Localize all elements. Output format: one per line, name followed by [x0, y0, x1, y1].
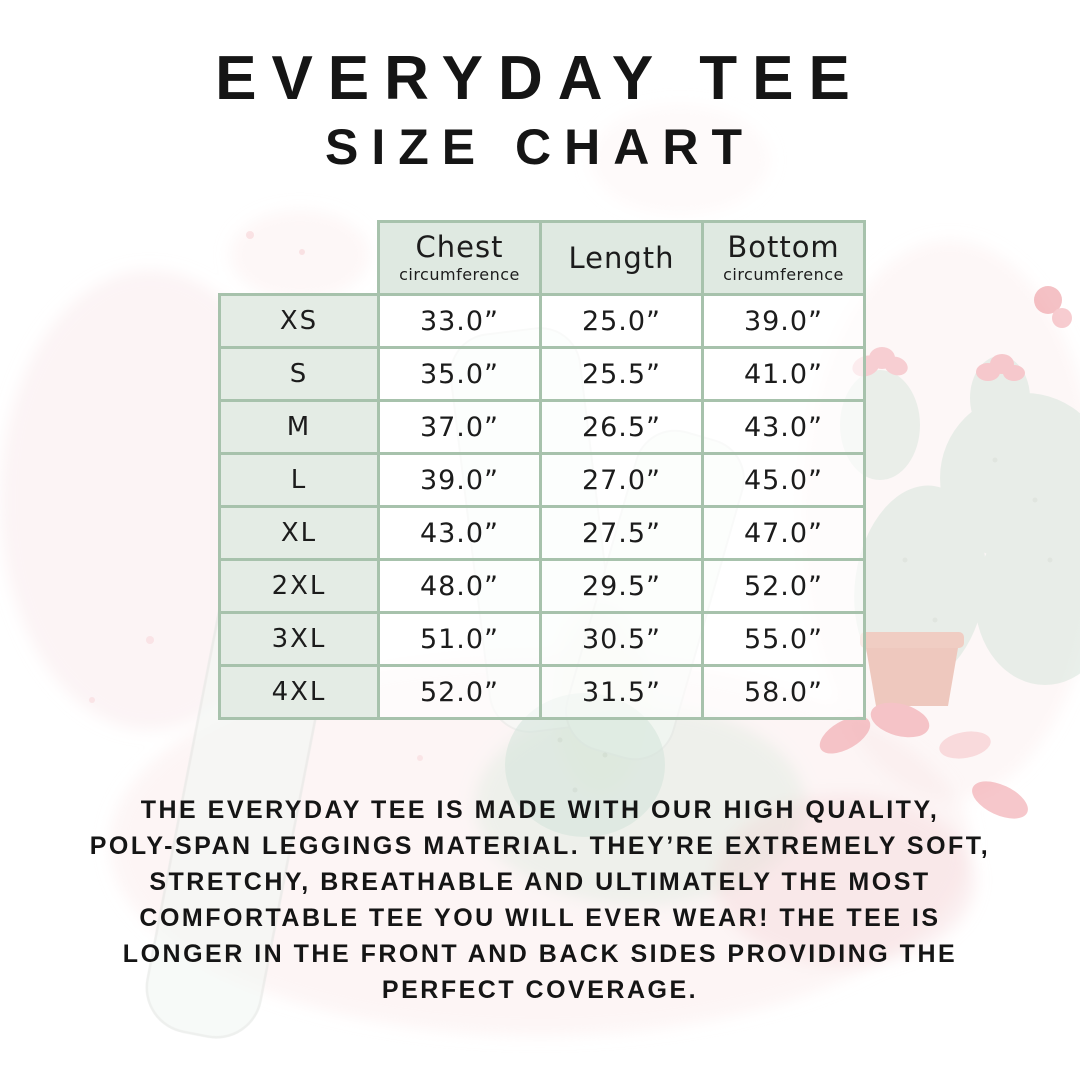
table-row: S 35.0” 25.5” 41.0”: [218, 346, 866, 402]
chest-cell: 48.0”: [377, 558, 542, 614]
bottom-cell: 58.0”: [701, 664, 866, 720]
bottom-cell: 41.0”: [701, 346, 866, 402]
product-description: THE EVERYDAY TEE IS MADE WITH OUR HIGH Q…: [50, 792, 1030, 1008]
bottom-cell: 47.0”: [701, 505, 866, 561]
chest-cell: 52.0”: [377, 664, 542, 720]
col-header-sub: circumference: [723, 264, 844, 284]
col-header-label: Chest: [415, 230, 504, 265]
bottom-cell: 55.0”: [701, 611, 866, 667]
description-line: THE EVERYDAY TEE IS MADE WITH OUR HIGH Q…: [140, 796, 940, 824]
col-header-label: Bottom: [727, 230, 840, 265]
header-row: Chest circumference Length Bottom circum…: [220, 220, 866, 296]
size-cell: M: [218, 399, 380, 455]
length-cell: 26.5”: [539, 399, 704, 455]
length-cell: 27.5”: [539, 505, 704, 561]
size-cell: 3XL: [218, 611, 380, 667]
chest-cell: 37.0”: [377, 399, 542, 455]
col-header-length: Length: [539, 220, 704, 296]
size-cell: 4XL: [218, 664, 380, 720]
size-cell: 2XL: [218, 558, 380, 614]
description-line: COMFORTABLE TEE YOU WILL EVER WEAR! THE …: [139, 904, 941, 932]
size-cell: S: [218, 346, 380, 402]
chest-cell: 39.0”: [377, 452, 542, 508]
description-line: PERFECT COVERAGE.: [381, 976, 699, 1004]
size-cell: XS: [218, 293, 380, 349]
table-row: M 37.0” 26.5” 43.0”: [218, 399, 866, 455]
table-row: L 39.0” 27.0” 45.0”: [218, 452, 866, 508]
length-cell: 30.5”: [539, 611, 704, 667]
bottom-cell: 52.0”: [701, 558, 866, 614]
length-cell: 27.0”: [539, 452, 704, 508]
bottom-cell: 43.0”: [701, 399, 866, 455]
corner-cell: [220, 222, 379, 295]
length-cell: 31.5”: [539, 664, 704, 720]
size-cell: L: [218, 452, 380, 508]
length-cell: 25.0”: [539, 293, 704, 349]
size-chart-table: Chest circumference Length Bottom circum…: [218, 220, 866, 720]
chest-cell: 43.0”: [377, 505, 542, 561]
bottom-cell: 45.0”: [701, 452, 866, 508]
table-row: 3XL 51.0” 30.5” 55.0”: [218, 611, 866, 667]
table-row: XS 33.0” 25.0” 39.0”: [218, 293, 866, 349]
chest-cell: 35.0”: [377, 346, 542, 402]
bottom-cell: 39.0”: [701, 293, 866, 349]
description-line: STRETCHY, BREATHABLE AND ULTIMATELY THE …: [149, 868, 931, 896]
title-block: EVERYDAY TEE SIZE CHART: [0, 46, 1080, 174]
size-cell: XL: [218, 505, 380, 561]
chest-cell: 33.0”: [377, 293, 542, 349]
description-line: LONGER IN THE FRONT AND BACK SIDES PROVI…: [122, 940, 958, 968]
table-row: 4XL 52.0” 31.5” 58.0”: [218, 664, 866, 720]
cactus-art: [89, 231, 1080, 837]
col-header-bottom: Bottom circumference: [701, 220, 866, 296]
length-cell: 29.5”: [539, 558, 704, 614]
page-subtitle: SIZE CHART: [325, 119, 755, 176]
col-header-sub: circumference: [399, 264, 520, 284]
description-line: POLY-SPAN LEGGINGS MATERIAL. THEY’RE EXT…: [89, 832, 991, 860]
col-header-label: Length: [568, 240, 675, 275]
table-row: 2XL 48.0” 29.5” 52.0”: [218, 558, 866, 614]
chest-cell: 51.0”: [377, 611, 542, 667]
page-title: EVERYDAY TEE: [215, 44, 865, 113]
size-table-body: XS 33.0” 25.0” 39.0” S 35.0” 25.5” 41.0” M 37.0” 2…: [218, 293, 866, 720]
table-row: XL 43.0” 27.5” 47.0”: [218, 505, 866, 561]
col-header-chest: Chest circumference: [377, 220, 542, 296]
length-cell: 25.5”: [539, 346, 704, 402]
